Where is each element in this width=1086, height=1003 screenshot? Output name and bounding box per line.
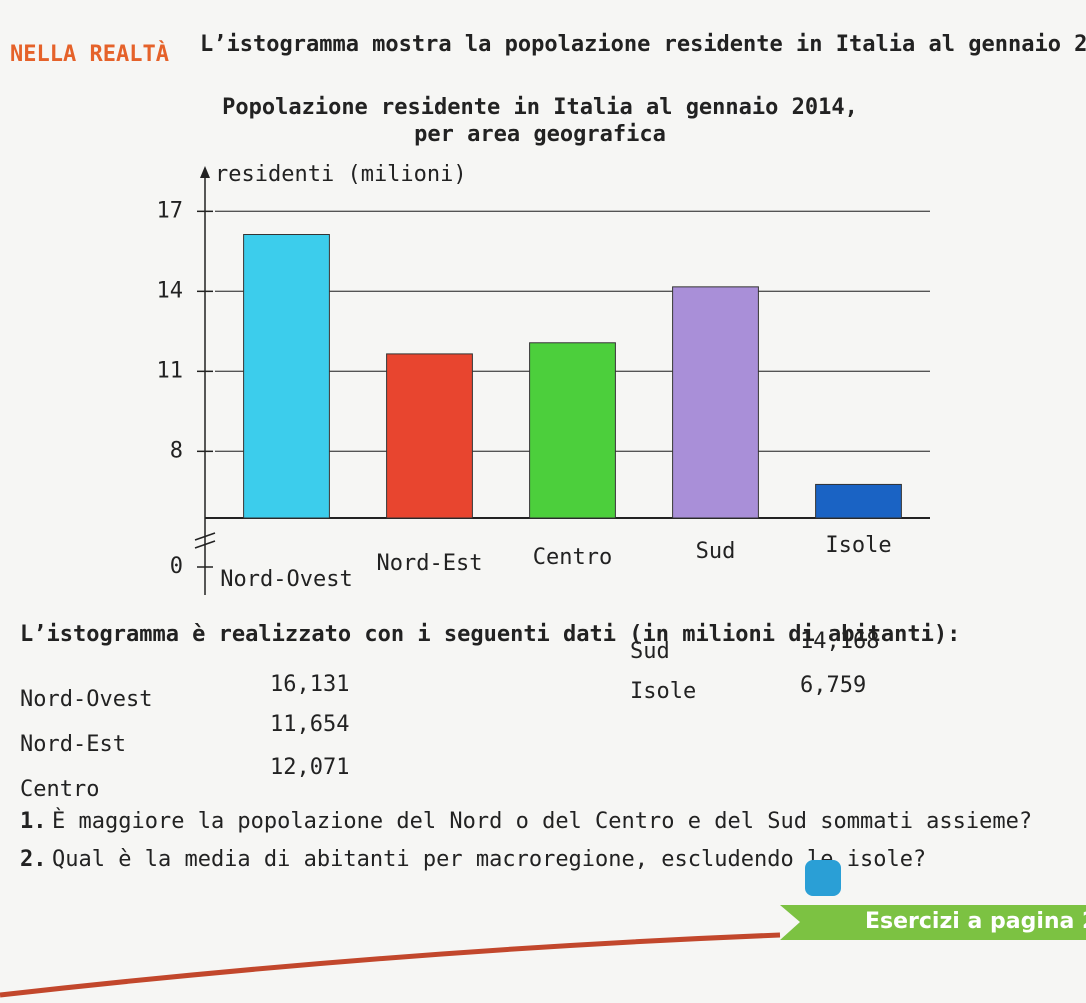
y-axis-label: residenti (milioni): [215, 162, 467, 187]
bar: [529, 342, 616, 519]
button-label[interactable]: Esercizi a pagina 2: [865, 909, 1086, 934]
chart-title: Popolazione residente in Italia al genna…: [222, 95, 858, 120]
y-tick-label: 17: [157, 198, 184, 223]
list-name: Nord-Est: [20, 732, 126, 757]
question-text: Qual è la media di abitanti per macroreg…: [52, 847, 926, 872]
decor-line: [0, 932, 781, 998]
bar: [672, 286, 759, 519]
exercise-icon: [805, 860, 841, 896]
header-text: L’istogramma mostra la popolazione resid…: [200, 32, 1086, 57]
x-tick-label: Centro: [533, 545, 612, 570]
button-shape[interactable]: [780, 905, 1086, 940]
y-tick-label: 14: [157, 278, 184, 303]
list-value: 14,168: [800, 629, 879, 654]
list-value: 6,759: [800, 673, 866, 698]
chart-subtitle: per area geografica: [414, 122, 666, 147]
list-value: 12,071: [270, 755, 349, 780]
bar: [386, 353, 473, 519]
list-name: Centro: [20, 777, 99, 802]
x-tick-label: Sud: [696, 539, 736, 564]
axis-break: [194, 540, 216, 549]
bar: [243, 234, 330, 519]
list-name: Sud: [630, 639, 670, 664]
axis-break: [194, 532, 216, 541]
bar: [815, 483, 902, 519]
data-intro: L’istogramma è realizzato con i seguenti…: [20, 622, 960, 647]
list-name: Isole: [630, 679, 696, 704]
x-tick-label: Isole: [825, 533, 891, 558]
x-tick-label: Nord-Ovest: [220, 567, 352, 592]
question-number: 2.: [20, 847, 47, 872]
y-tick-label: 8: [170, 438, 183, 463]
list-value: 16,131: [270, 672, 349, 697]
header-label: NELLA REALTÀ: [10, 41, 169, 67]
list-name: Nord-Ovest: [20, 687, 152, 712]
y-axis-arrow: [200, 166, 210, 178]
y-tick-label: 0: [170, 554, 183, 579]
x-tick-label: Nord-Est: [377, 551, 483, 576]
question-number: 1.: [20, 809, 47, 834]
list-value: 11,654: [270, 712, 349, 737]
y-tick-label: 11: [157, 358, 184, 383]
question-text: È maggiore la popolazione del Nord o del…: [52, 808, 1032, 834]
